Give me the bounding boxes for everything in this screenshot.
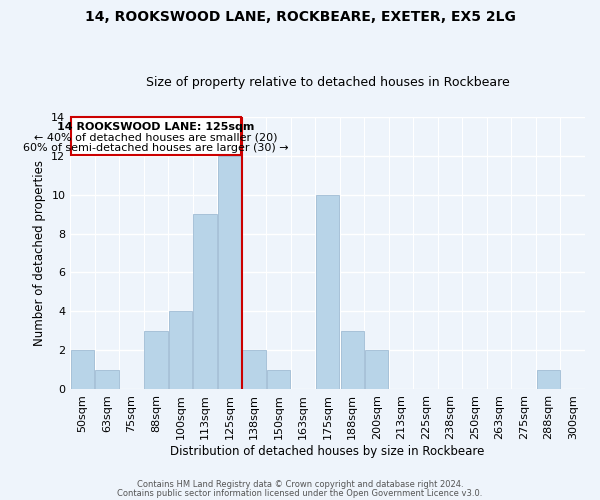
Bar	[365, 350, 388, 389]
Bar	[71, 350, 94, 389]
Bar	[242, 350, 266, 389]
Bar	[71, 117, 241, 155]
X-axis label: Distribution of detached houses by size in Rockbeare: Distribution of detached houses by size …	[170, 444, 485, 458]
Bar	[95, 370, 119, 389]
Bar	[145, 330, 168, 389]
Bar	[267, 370, 290, 389]
Text: 14, ROOKSWOOD LANE, ROCKBEARE, EXETER, EX5 2LG: 14, ROOKSWOOD LANE, ROCKBEARE, EXETER, E…	[85, 10, 515, 24]
Text: 60% of semi-detached houses are larger (30) →: 60% of semi-detached houses are larger (…	[23, 144, 289, 154]
Bar	[316, 194, 339, 389]
Bar	[341, 330, 364, 389]
Bar	[536, 370, 560, 389]
Title: Size of property relative to detached houses in Rockbeare: Size of property relative to detached ho…	[146, 76, 509, 90]
Text: Contains public sector information licensed under the Open Government Licence v3: Contains public sector information licen…	[118, 488, 482, 498]
Text: 14 ROOKSWOOD LANE: 125sqm: 14 ROOKSWOOD LANE: 125sqm	[58, 122, 255, 132]
Y-axis label: Number of detached properties: Number of detached properties	[33, 160, 46, 346]
Bar	[193, 214, 217, 389]
Bar	[169, 312, 192, 389]
Bar	[218, 156, 241, 389]
Text: Contains HM Land Registry data © Crown copyright and database right 2024.: Contains HM Land Registry data © Crown c…	[137, 480, 463, 489]
Text: ← 40% of detached houses are smaller (20): ← 40% of detached houses are smaller (20…	[34, 132, 278, 142]
